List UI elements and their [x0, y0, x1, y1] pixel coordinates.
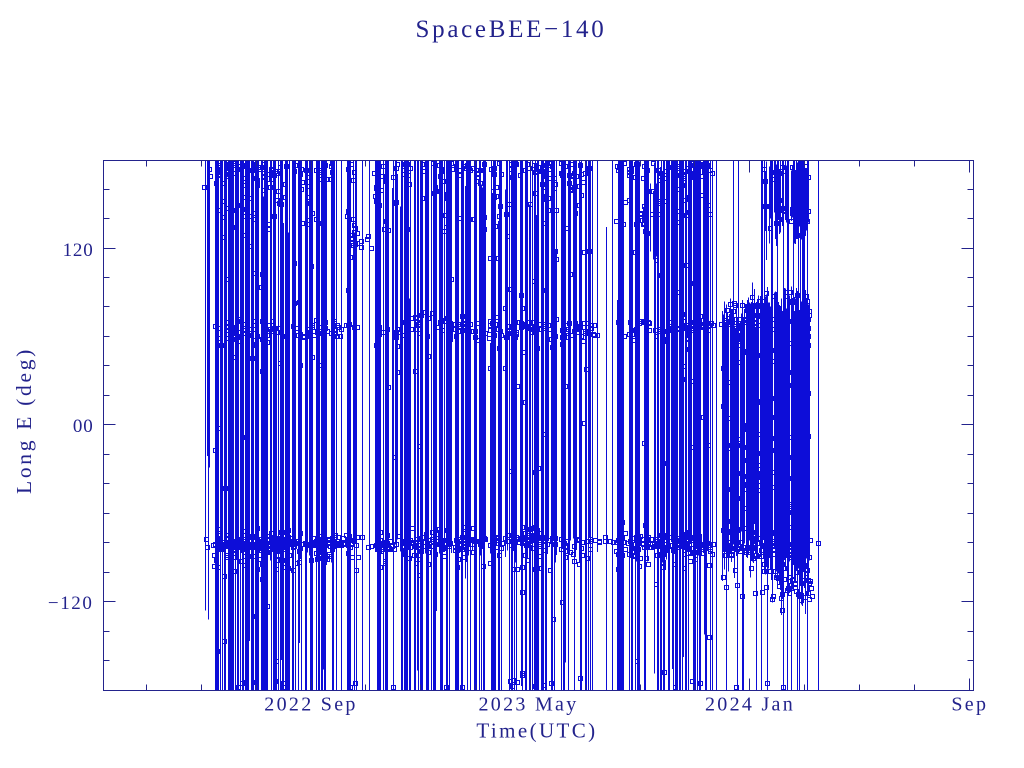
svg-text:00: 00: [73, 416, 94, 437]
svg-text:2023 May: 2023 May: [478, 694, 578, 716]
svg-text:2024 Jan: 2024 Jan: [705, 694, 795, 716]
svg-text:Sep: Sep: [951, 694, 988, 716]
svg-text:120: 120: [63, 240, 94, 261]
svg-text:SpaceBEE−140: SpaceBEE−140: [416, 16, 607, 43]
svg-text:Time(UTC): Time(UTC): [476, 719, 597, 743]
svg-text:Long E (deg): Long E (deg): [12, 347, 36, 494]
svg-text:−120: −120: [48, 593, 94, 614]
svg-text:2022 Sep: 2022 Sep: [264, 694, 357, 716]
